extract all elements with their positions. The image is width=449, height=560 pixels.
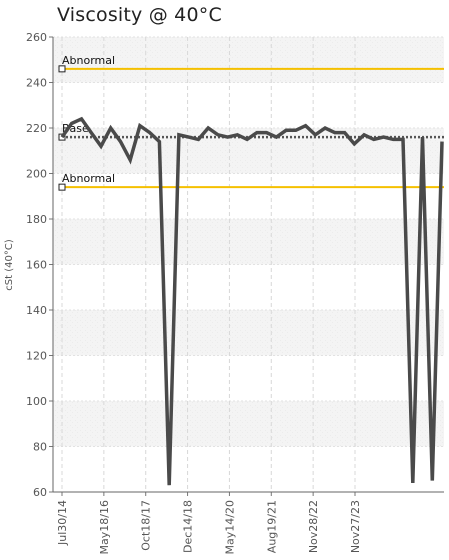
y-axis-ticks: 60 80 100 120 140 160 180 200 220 240 260 <box>26 31 54 499</box>
reference-label: Abnormal <box>62 172 115 185</box>
reference-marker <box>58 183 66 191</box>
y-tick-label: 240 <box>26 77 47 90</box>
plot-band <box>53 82 444 128</box>
y-axis-label: cSt (40°C) <box>4 239 15 291</box>
plot-band <box>53 128 444 174</box>
y-tick-label: 200 <box>26 168 47 181</box>
y-tick-label: 180 <box>26 213 47 226</box>
x-tick-label: Nov28/22 <box>307 500 320 553</box>
y-tick-label: 120 <box>26 350 47 363</box>
chart-title: Viscosity @ 40°C <box>57 4 222 26</box>
y-tick-label: 220 <box>26 122 47 135</box>
plot-band <box>53 173 444 219</box>
x-tick-label: Dec14/18 <box>182 500 195 553</box>
plot-band <box>53 310 444 356</box>
plot-band <box>53 446 444 492</box>
series-line <box>60 116 444 486</box>
plot-band <box>53 37 444 83</box>
y-tick-label: 100 <box>26 395 47 408</box>
plot-band <box>53 219 444 265</box>
x-axis-ticks: Jul30/14 May18/16 Oct18/17 Dec14/18 May14/20… <box>53 491 444 554</box>
y-tick-label: 260 <box>26 31 47 44</box>
y-tick-label: 160 <box>26 259 47 272</box>
grid-lines <box>53 36 444 493</box>
plot-band <box>53 401 444 447</box>
x-tick-label: May14/20 <box>223 500 236 554</box>
y-tick-label: 60 <box>33 486 47 499</box>
x-tick-label: Nov27/23 <box>349 500 362 553</box>
y-tick-label: 140 <box>26 304 47 317</box>
reference-marker <box>58 65 66 73</box>
x-tick-label: Jul30/14 <box>56 500 69 546</box>
x-tick-label: Aug19/21 <box>265 500 278 553</box>
reference-label: Abnormal <box>62 54 115 67</box>
y-tick-label: 80 <box>33 441 47 454</box>
x-tick-label: Oct18/17 <box>140 500 153 551</box>
plot-band <box>53 355 444 401</box>
series-layer <box>60 116 444 486</box>
x-tick-label: May18/16 <box>98 500 111 554</box>
plot-band <box>53 264 444 310</box>
